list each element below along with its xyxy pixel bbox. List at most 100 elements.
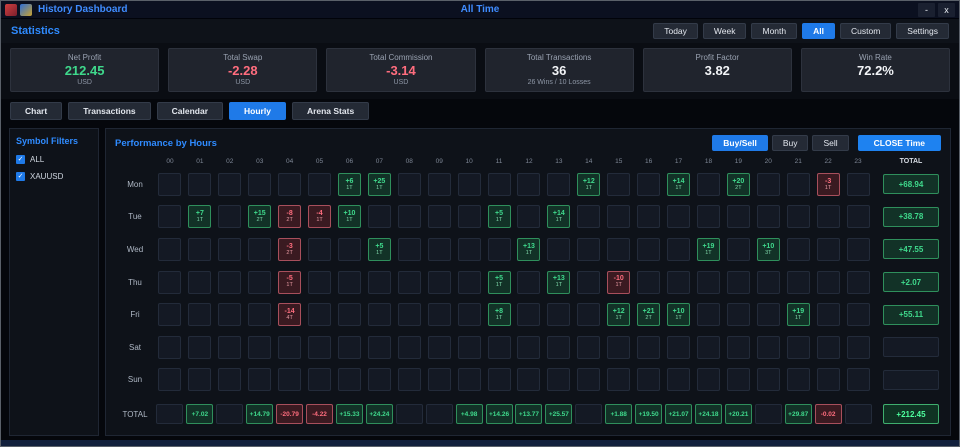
mode-button-buy-sell[interactable]: Buy/Sell	[712, 134, 768, 152]
hour-header-08: 08	[405, 158, 413, 165]
heat-cell-empty	[816, 205, 840, 229]
heat-cell-fri-15[interactable]: +12 1T	[607, 303, 631, 327]
heat-cell-mon-06[interactable]: +6 1T	[337, 172, 361, 196]
statistics-bar: Statistics Today Week Month All Custom Settin…	[1, 19, 959, 43]
heat-cell-fri-11[interactable]: +8 1T	[487, 303, 511, 327]
heat-cell-empty	[517, 335, 541, 359]
hour-header-16: 16	[645, 158, 653, 165]
total-cell-03[interactable]: +14.79	[246, 404, 274, 425]
heat-cell-wed-20[interactable]: +10 3T	[756, 237, 780, 261]
heat-cell-empty	[308, 270, 332, 294]
heat-cell-empty	[337, 303, 361, 327]
heat-cell-empty	[756, 205, 780, 229]
close-time-button[interactable]: CLOSE Time	[857, 134, 941, 152]
total-cell-22[interactable]: -0.02	[814, 404, 842, 425]
total-cell-07[interactable]: +24.24	[365, 404, 393, 425]
heat-cell-trades: 1T	[555, 217, 563, 224]
heat-cell-value: +13	[552, 275, 565, 283]
checkbox-icon[interactable]: ✓	[16, 172, 25, 181]
heat-cell-fri-17[interactable]: +10 1T	[667, 303, 691, 327]
close-window-button[interactable]: x	[938, 2, 955, 17]
range-button-month[interactable]: Month	[751, 22, 798, 40]
total-cell-06[interactable]: +15.33	[335, 404, 363, 425]
heat-cell-thu-15[interactable]: -10 1T	[607, 270, 631, 294]
hour-header-17: 17	[674, 158, 683, 165]
heat-cell-fri-21[interactable]: +19 1T	[786, 303, 810, 327]
heat-cell-mon-14[interactable]: +12 1T	[577, 172, 601, 196]
heat-cell-tue-05[interactable]: -4 1T	[308, 205, 332, 229]
total-cell-16[interactable]: +19.50	[635, 404, 663, 425]
filter-xauusd[interactable]: ✓ XAUUSD	[16, 172, 92, 181]
total-cell-10[interactable]: +4.98	[455, 404, 483, 425]
heat-cell-empty	[517, 368, 541, 392]
heat-cell-empty	[248, 270, 272, 294]
range-button-today[interactable]: Today	[653, 22, 698, 40]
stat-card-label: Profit Factor	[695, 53, 740, 62]
heat-cell-mon-17[interactable]: +14 1T	[667, 172, 691, 196]
mode-button-sell[interactable]: Sell	[812, 134, 849, 152]
heat-cell-thu-13[interactable]: +13 1T	[547, 270, 571, 294]
total-cell-04[interactable]: -20.79	[276, 404, 304, 425]
tab-hourly[interactable]: Hourly	[229, 102, 286, 120]
heat-cell-wed-07[interactable]: +5 1T	[367, 237, 391, 261]
total-cell-19[interactable]: +20.21	[724, 404, 752, 425]
minimize-button[interactable]: -	[918, 2, 935, 17]
total-cell-18[interactable]: +24.18	[694, 404, 722, 425]
total-cell-17[interactable]: +21.07	[665, 404, 693, 425]
range-button-week[interactable]: Week	[702, 22, 747, 40]
heat-cell-empty	[607, 205, 631, 229]
tab-arena-stats[interactable]: Arena Stats	[291, 102, 370, 120]
hour-header-10: 10	[465, 158, 473, 165]
hour-header-23: 23	[854, 158, 862, 165]
range-button-all[interactable]: All	[802, 22, 835, 40]
total-cell-12[interactable]: +13.77	[515, 404, 543, 425]
hours-header-row: 00 01 02 03 04 05 06 07 08 09 10 11 12 13 14 15 16 17 18 19…	[115, 155, 941, 168]
tab-calendar[interactable]: Calendar	[156, 102, 224, 120]
heat-cell-tue-03[interactable]: +15 2T	[248, 205, 272, 229]
range-button-settings[interactable]: Settings	[896, 22, 949, 40]
heat-cell-tue-13[interactable]: +14 1T	[547, 205, 571, 229]
heat-cell-mon-22[interactable]: -3 1T	[816, 172, 840, 196]
heat-cell-wed-12[interactable]: +13 1T	[517, 237, 541, 261]
heat-cell-mon-19[interactable]: +20 2T	[726, 172, 750, 196]
heat-cell-empty	[218, 270, 242, 294]
heat-cell-trades: 1T	[525, 249, 533, 256]
heat-cell-thu-11[interactable]: +5 1T	[487, 270, 511, 294]
day-row-mon: Mon +6 1T +25 1T +12 1T +14 1T +20 2T -3 1T +68.94	[115, 168, 941, 201]
stat-card-profit-factor: Profit Factor 3.82	[642, 48, 792, 92]
heat-cell-value: +19	[792, 307, 805, 315]
heat-cell-tue-01[interactable]: +7 1T	[188, 205, 212, 229]
tab-chart[interactable]: Chart	[10, 102, 63, 120]
heat-cell-empty	[607, 237, 631, 261]
heat-cell-empty	[846, 335, 870, 359]
heat-cell-fri-04[interactable]: -14 4T	[278, 303, 302, 327]
heat-cell-tue-11[interactable]: +5 1T	[487, 205, 511, 229]
total-cell-15[interactable]: +1.88	[605, 404, 633, 425]
range-button-custom[interactable]: Custom	[839, 22, 892, 40]
total-cell-05[interactable]: -4.22	[306, 404, 334, 425]
heat-cell-empty	[367, 270, 391, 294]
total-cell-01[interactable]: +7.02	[186, 404, 214, 425]
heat-cell-empty	[786, 368, 810, 392]
mode-button-buy[interactable]: Buy	[771, 134, 809, 152]
heat-cell-wed-18[interactable]: +19 1T	[696, 237, 720, 261]
total-cell-21[interactable]: +29.87	[784, 404, 812, 425]
heat-cell-mon-07[interactable]: +25 1T	[367, 172, 391, 196]
heat-cell-wed-04[interactable]: -3 2T	[278, 237, 302, 261]
day-total-fri: +55.11	[882, 304, 939, 325]
heat-cell-tue-04[interactable]: -8 2T	[278, 205, 302, 229]
stat-card-sub: USD	[235, 79, 251, 86]
filter-all[interactable]: ✓ ALL	[16, 155, 92, 164]
tab-transactions[interactable]: Transactions	[68, 102, 151, 120]
heat-cell-empty	[816, 335, 840, 359]
heat-cell-trades: 3T	[765, 249, 772, 256]
checkbox-icon[interactable]: ✓	[16, 155, 25, 164]
total-cell-13[interactable]: +25.57	[545, 404, 573, 425]
heat-cell-thu-04[interactable]: -5 1T	[278, 270, 302, 294]
heat-cell-empty	[188, 172, 212, 196]
heat-cell-fri-16[interactable]: +21 2T	[637, 303, 661, 327]
total-cell-11[interactable]: +14.26	[485, 404, 513, 425]
heat-cell-tue-06[interactable]: +10 1T	[337, 205, 361, 229]
main-area: Symbol Filters ✓ ALL ✓ XAUUSD Performance b…	[1, 123, 959, 440]
